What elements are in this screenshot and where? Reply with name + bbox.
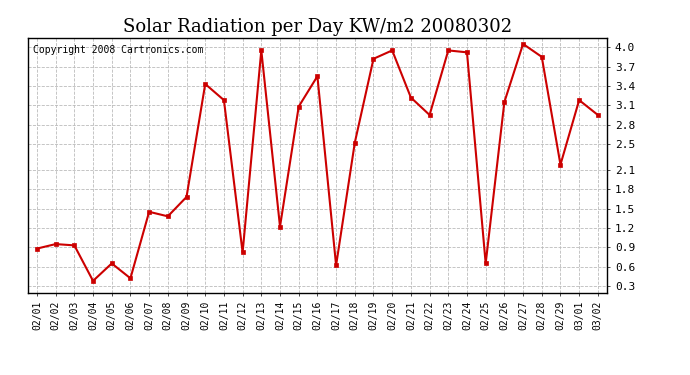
Title: Solar Radiation per Day KW/m2 20080302: Solar Radiation per Day KW/m2 20080302 bbox=[123, 18, 512, 36]
Text: Copyright 2008 Cartronics.com: Copyright 2008 Cartronics.com bbox=[33, 45, 204, 55]
